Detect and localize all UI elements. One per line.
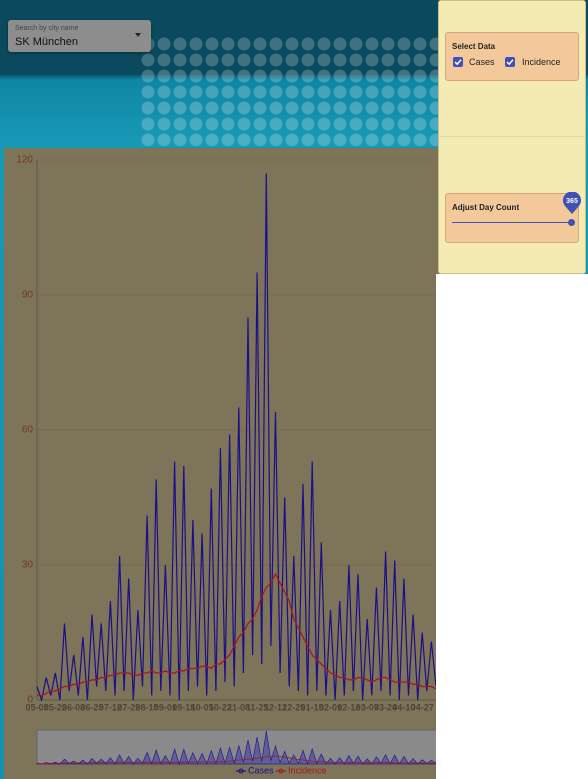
legend-marker xyxy=(278,768,284,774)
decoration xyxy=(140,36,440,146)
y-tick-label: 60 xyxy=(22,425,34,436)
checkbox[interactable] xyxy=(453,57,463,67)
x-tick-label: 12-12 xyxy=(264,702,287,712)
blank-area xyxy=(436,274,588,779)
value-bubble: 365 xyxy=(563,192,581,214)
slider-card: Adjust Day Count 365 xyxy=(445,192,581,243)
x-tick-label: 05-22 xyxy=(44,702,67,712)
x-tick-label: 06-08 xyxy=(62,702,85,712)
checkbox-label: Incidence xyxy=(522,57,561,67)
y-tick-label: 0 xyxy=(27,695,33,706)
navigator-area xyxy=(36,730,437,766)
series-line xyxy=(37,572,437,697)
legend-marker xyxy=(238,768,244,774)
navigator xyxy=(36,729,444,765)
navigator-line xyxy=(37,755,437,765)
series-line xyxy=(36,173,437,703)
x-tick-label: 03-07 xyxy=(356,702,379,712)
select-card: Select Data Cases Incidence xyxy=(445,32,579,81)
x-tick-label: 09-18 xyxy=(172,702,195,712)
control-panel: Select Data Cases Incidence Adjust Day C… xyxy=(438,0,586,274)
checkbox-label: Cases xyxy=(469,57,495,67)
select-label: Search by city name xyxy=(15,25,79,32)
x-tick-label: 02-18 xyxy=(337,702,360,712)
x-tick-label: 12-29 xyxy=(282,702,305,712)
x-tick-label: 10-22 xyxy=(209,702,232,712)
checkbox[interactable] xyxy=(505,57,515,67)
legend-label: Incidence xyxy=(288,765,327,775)
x-tick-label: 03-24 xyxy=(374,702,397,712)
x-tick-label: 11-25 xyxy=(246,702,269,712)
divider xyxy=(439,136,585,137)
card-title: Adjust Day Count xyxy=(452,203,520,212)
x-tick-label: 02-01 xyxy=(319,702,342,712)
x-tick-label: 08-15 xyxy=(136,702,159,712)
x-tick-label: 05-05 xyxy=(25,702,48,712)
y-tick-label: 90 xyxy=(22,290,34,301)
x-tick-label: 07-12 xyxy=(99,702,122,712)
card-title: Select Data xyxy=(452,42,496,51)
y-tick-label: 30 xyxy=(22,560,34,571)
x-tick-label: 01-15 xyxy=(301,702,324,712)
dropdown-arrow xyxy=(135,33,141,37)
x-tick-label: 10-05 xyxy=(191,702,214,712)
x-tick-label: 06-25 xyxy=(81,702,104,712)
legend-label: Cases xyxy=(248,765,274,775)
x-tick-label: 11-08 xyxy=(228,702,251,712)
chart: 0 30 60 90 120 05-0505-2206-0806-2507-1207-29… xyxy=(16,155,444,775)
slider-thumb[interactable] xyxy=(568,219,575,226)
x-tick-label: 04-27 xyxy=(411,702,434,712)
y-tick-label: 120 xyxy=(16,155,33,166)
slider-value: 365 xyxy=(566,198,578,205)
city-select[interactable]: Search by city name SK München xyxy=(8,20,151,52)
x-tick-label: 07-29 xyxy=(117,702,140,712)
slider-track xyxy=(452,222,572,223)
x-tick-label: 09-01 xyxy=(154,702,177,712)
select-value: SK München xyxy=(15,36,78,48)
x-tick-label: 04-10 xyxy=(392,702,415,712)
